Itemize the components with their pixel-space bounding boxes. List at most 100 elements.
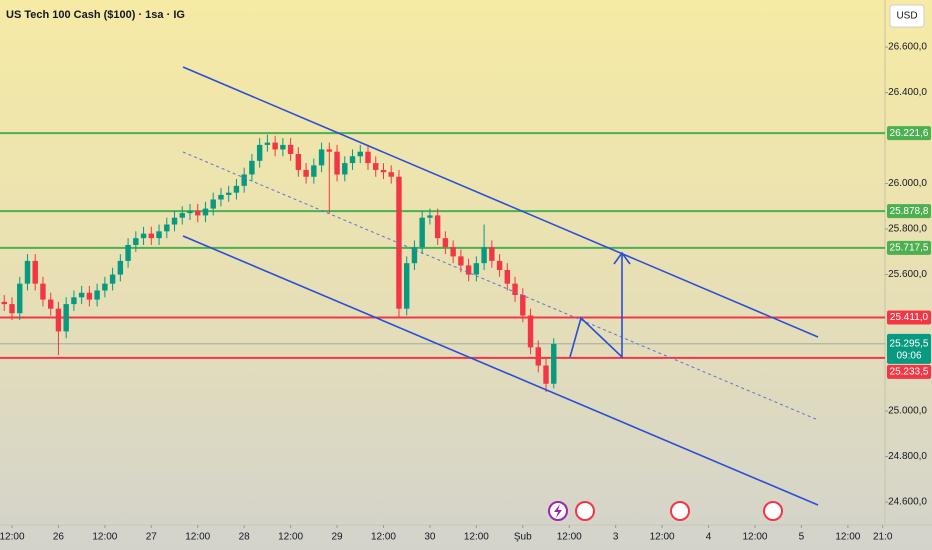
candle-body bbox=[9, 304, 15, 314]
lightning bbox=[554, 504, 562, 518]
candle-body bbox=[17, 283, 23, 314]
y-tick-label: 25.800,0 bbox=[888, 224, 927, 235]
candle-body bbox=[148, 233, 155, 239]
channel-middle bbox=[182, 151, 819, 421]
candle-body bbox=[40, 283, 46, 300]
candle-body bbox=[373, 163, 379, 170]
level-label-box bbox=[887, 310, 931, 325]
candle-body bbox=[117, 260, 124, 275]
level-label: 25.717,5 bbox=[890, 242, 929, 253]
candle-body bbox=[496, 260, 503, 271]
drawings bbox=[182, 66, 819, 506]
candle-body bbox=[434, 215, 441, 239]
level-label: 26.221,6 bbox=[890, 128, 929, 139]
candle-body bbox=[535, 347, 541, 366]
candle-body bbox=[125, 244, 131, 261]
chart-title: US Tech 100 Cash ($100) · 1sa · IG bbox=[6, 9, 185, 21]
candle-body bbox=[357, 151, 363, 157]
candle-body bbox=[187, 210, 193, 214]
x-tick-label: 12:00 bbox=[92, 532, 117, 543]
y-tick-label: 26.000,0 bbox=[888, 178, 927, 189]
candle-body bbox=[365, 151, 371, 164]
projection-arrow bbox=[569, 254, 623, 359]
candle-body bbox=[210, 199, 216, 209]
x-tick-label: 27 bbox=[146, 532, 158, 543]
candle-body bbox=[419, 217, 425, 248]
channel-lower bbox=[182, 235, 819, 506]
candle-body bbox=[47, 299, 54, 309]
candle-body bbox=[133, 238, 139, 245]
y-tick-label: 25.000,0 bbox=[888, 406, 927, 417]
candle-body bbox=[78, 292, 85, 298]
candle-body bbox=[102, 283, 108, 291]
x-tick-label: 12:00 bbox=[278, 532, 303, 543]
x-tick-label: 28 bbox=[239, 532, 251, 543]
level-label-box bbox=[887, 240, 931, 255]
x-tick-label: Şub bbox=[514, 532, 532, 543]
x-tick-label: 29 bbox=[331, 532, 343, 543]
candle-body bbox=[512, 283, 518, 296]
event-icon[interactable] bbox=[575, 501, 595, 521]
x-tick-label: 12:00 bbox=[464, 532, 489, 543]
candle-body bbox=[24, 260, 31, 284]
candle-body bbox=[403, 263, 410, 309]
level-label: 25.233,5 bbox=[890, 366, 929, 377]
candle-body bbox=[264, 142, 271, 145]
candle-body bbox=[32, 260, 38, 284]
candle-body bbox=[86, 292, 93, 300]
candle-body bbox=[241, 174, 247, 186]
candle-body bbox=[63, 304, 69, 332]
candle-body bbox=[233, 185, 240, 193]
candle-body bbox=[527, 315, 534, 348]
candle-body bbox=[450, 247, 456, 257]
x-tick-label: 12:00 bbox=[371, 532, 396, 543]
candle-body bbox=[287, 144, 294, 154]
x-tick-label: 12:00 bbox=[650, 532, 675, 543]
candle-body bbox=[1, 301, 7, 305]
event-icon[interactable] bbox=[763, 501, 783, 521]
candle-body bbox=[326, 149, 333, 152]
candle-body bbox=[349, 156, 356, 164]
y-tick-label: 26.600,0 bbox=[888, 42, 927, 53]
candle-body bbox=[55, 308, 62, 332]
countdown-label: 09:06 bbox=[896, 350, 921, 361]
y-tick-label: 26.400,0 bbox=[888, 87, 927, 98]
candle-body bbox=[179, 213, 185, 218]
event-icon[interactable] bbox=[670, 501, 690, 521]
x-tick-label: 4 bbox=[706, 532, 712, 543]
candle-body bbox=[342, 163, 348, 175]
candle-body bbox=[272, 142, 278, 150]
candle-body bbox=[164, 224, 170, 232]
currency-label: USD bbox=[896, 11, 917, 22]
x-tick-label: 12:00 bbox=[0, 532, 25, 543]
channel-upper bbox=[182, 66, 819, 338]
level-label-box bbox=[887, 204, 931, 219]
arrow-head bbox=[613, 251, 631, 265]
candle-body bbox=[218, 194, 224, 200]
y-tick-label: 25.600,0 bbox=[888, 269, 927, 280]
candle-body bbox=[481, 247, 487, 264]
candle-body bbox=[380, 169, 387, 173]
candle-body bbox=[94, 290, 100, 300]
candle-body bbox=[411, 247, 418, 264]
candle-body bbox=[109, 274, 116, 284]
currency-button[interactable] bbox=[889, 4, 925, 28]
x-tick-label: 30 bbox=[424, 532, 436, 543]
candle-body bbox=[473, 263, 480, 275]
x-tick-label: 12:00 bbox=[742, 532, 767, 543]
candle-body bbox=[249, 160, 255, 175]
candle-body bbox=[465, 265, 472, 275]
candle-body bbox=[280, 144, 286, 150]
candle-body bbox=[427, 215, 433, 218]
candle-body bbox=[543, 365, 549, 384]
candle-body bbox=[504, 270, 511, 284]
candle-body bbox=[140, 233, 147, 239]
candle-body bbox=[489, 247, 495, 261]
candle-body bbox=[442, 238, 449, 248]
candle-body bbox=[551, 343, 557, 384]
candle-body bbox=[202, 208, 209, 216]
x-tick-label: 5 bbox=[799, 532, 805, 543]
level-label-box bbox=[887, 126, 931, 141]
candle-body bbox=[295, 153, 302, 170]
